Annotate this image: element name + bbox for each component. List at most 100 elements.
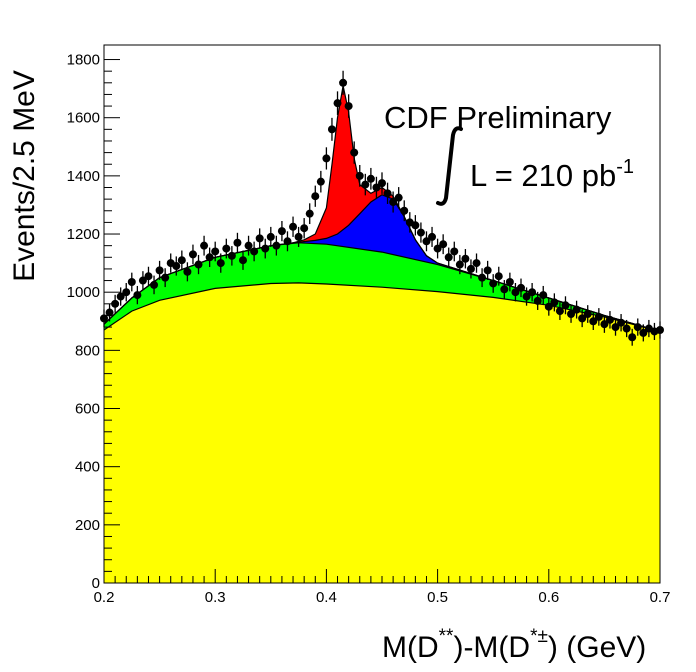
point-marker xyxy=(383,189,392,198)
point-marker xyxy=(561,301,570,310)
data-point xyxy=(444,247,453,268)
point-marker xyxy=(322,154,331,163)
point-marker xyxy=(439,240,448,249)
point-marker xyxy=(450,247,459,256)
data-point xyxy=(572,300,581,319)
point-marker xyxy=(589,317,598,326)
point-marker xyxy=(422,237,431,246)
data-point xyxy=(544,297,553,316)
point-marker xyxy=(239,256,247,265)
x-axis-title-part3: ) (GeV) xyxy=(548,631,646,664)
point-marker xyxy=(305,209,314,218)
point-marker xyxy=(494,272,503,281)
data-point xyxy=(517,278,525,298)
point-marker xyxy=(533,296,542,305)
x-axis-title-sup2: *± xyxy=(530,626,548,647)
point-marker xyxy=(583,310,592,318)
data-point xyxy=(205,247,214,268)
point-marker xyxy=(633,323,642,332)
point-marker xyxy=(389,198,398,207)
data-point xyxy=(639,324,648,342)
data-point xyxy=(550,293,559,312)
point-marker xyxy=(177,256,186,265)
point-marker xyxy=(455,260,464,269)
point-marker xyxy=(255,234,264,243)
data-point xyxy=(161,268,170,288)
data-point xyxy=(450,241,459,262)
data-point xyxy=(105,303,114,322)
point-marker xyxy=(311,192,320,201)
data-point xyxy=(111,294,120,313)
point-marker xyxy=(350,148,359,157)
data-point xyxy=(400,200,409,222)
data-point xyxy=(283,231,292,252)
point-marker xyxy=(133,291,142,300)
data-point xyxy=(561,296,570,315)
data-point xyxy=(316,170,325,193)
point-marker xyxy=(611,323,620,332)
data-point xyxy=(244,235,253,256)
point-marker xyxy=(344,102,353,111)
point-marker xyxy=(639,328,648,337)
data-point xyxy=(489,274,498,293)
point-marker xyxy=(378,179,386,188)
point-marker xyxy=(355,171,364,180)
data-point xyxy=(277,221,286,242)
data-point xyxy=(327,117,336,141)
data-point xyxy=(611,318,620,336)
point-marker xyxy=(600,320,609,329)
point-marker xyxy=(300,224,309,233)
y-axis-ticks: 0 200 400 600 800 1000 1200 1400 1600 1800 xyxy=(67,52,120,592)
data-point xyxy=(500,280,509,299)
data-point xyxy=(344,94,353,118)
x-tick-label: 0.5 xyxy=(427,589,448,606)
point-marker xyxy=(155,266,164,275)
data-point xyxy=(144,266,153,286)
point-marker xyxy=(461,254,470,263)
point-marker xyxy=(250,247,259,256)
data-point xyxy=(127,272,136,292)
data-point xyxy=(194,254,203,275)
point-marker xyxy=(550,298,559,307)
data-point xyxy=(239,250,247,270)
data-point xyxy=(522,287,531,306)
point-marker xyxy=(339,78,348,87)
point-marker xyxy=(183,267,192,276)
point-marker xyxy=(289,222,298,231)
point-marker xyxy=(277,227,286,236)
x-tick-label: 0.2 xyxy=(94,589,115,606)
data-point xyxy=(294,226,303,247)
data-point xyxy=(511,282,520,302)
point-marker xyxy=(567,310,576,318)
x-tick-label: 0.3 xyxy=(205,589,226,606)
point-marker xyxy=(316,177,325,186)
data-point xyxy=(539,285,548,305)
data-point xyxy=(222,238,231,259)
data-point xyxy=(578,309,587,328)
data-point xyxy=(378,172,386,194)
point-marker xyxy=(444,253,453,262)
point-marker xyxy=(333,99,342,108)
data-point xyxy=(227,246,236,266)
data-point xyxy=(300,218,309,239)
y-tick-label: 400 xyxy=(75,459,100,476)
data-point xyxy=(628,328,637,346)
x-axis-title: M(D**)-M(D*±) (GeV) xyxy=(382,626,646,664)
data-point xyxy=(483,260,492,280)
data-point xyxy=(555,302,564,320)
point-marker xyxy=(144,272,153,281)
point-marker xyxy=(127,278,136,287)
data-point xyxy=(183,262,192,282)
luminosity-text: L = 210 pb xyxy=(470,158,616,193)
point-marker xyxy=(572,305,581,314)
point-marker xyxy=(244,241,253,250)
data-point xyxy=(600,315,609,333)
point-marker xyxy=(172,262,181,271)
data-point xyxy=(339,70,348,95)
data-point xyxy=(355,164,364,187)
x-axis-title-part2: )-M(D xyxy=(453,631,530,664)
luminosity-exponent: -1 xyxy=(616,156,634,178)
data-point xyxy=(567,305,576,323)
data-point xyxy=(250,241,259,262)
point-marker xyxy=(628,333,637,342)
